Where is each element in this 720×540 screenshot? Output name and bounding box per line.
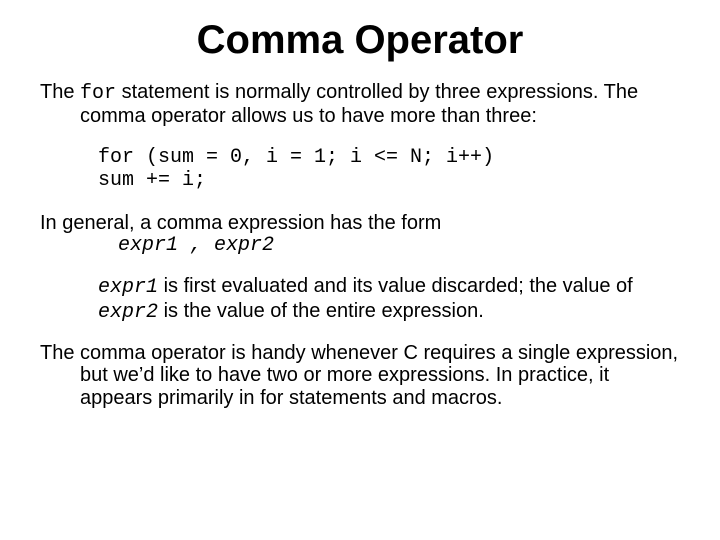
eval-text-a: is first evaluated and its value discard… [158,275,633,297]
expr1-ref: expr1 [98,276,158,299]
eval-text-b: is the value of the entire expression. [158,300,484,322]
closing-paragraph: The comma operator is handy whenever C r… [40,342,680,409]
intro-text-a: The [40,81,80,103]
evaluation-paragraph: expr1 is first evaluated and its value d… [40,275,680,324]
expr1-token: expr1 [118,234,178,257]
intro-paragraph: The for statement is normally controlled… [40,81,680,128]
expr2-token: expr2 [214,234,274,257]
slide: Comma Operator The for statement is norm… [0,0,720,447]
for-keyword: for [80,82,116,105]
code-example: for (sum = 0, i = 1; i <= N; i++) sum +=… [98,146,680,192]
comma-sep: , [178,234,214,257]
general-form: expr1 , expr2 [40,234,680,257]
expr2-ref: expr2 [98,301,158,324]
general-form-intro: In general, a comma expression has the f… [40,212,680,234]
intro-text-b: statement is normally controlled by thre… [80,81,638,127]
slide-title: Comma Operator [40,18,680,63]
